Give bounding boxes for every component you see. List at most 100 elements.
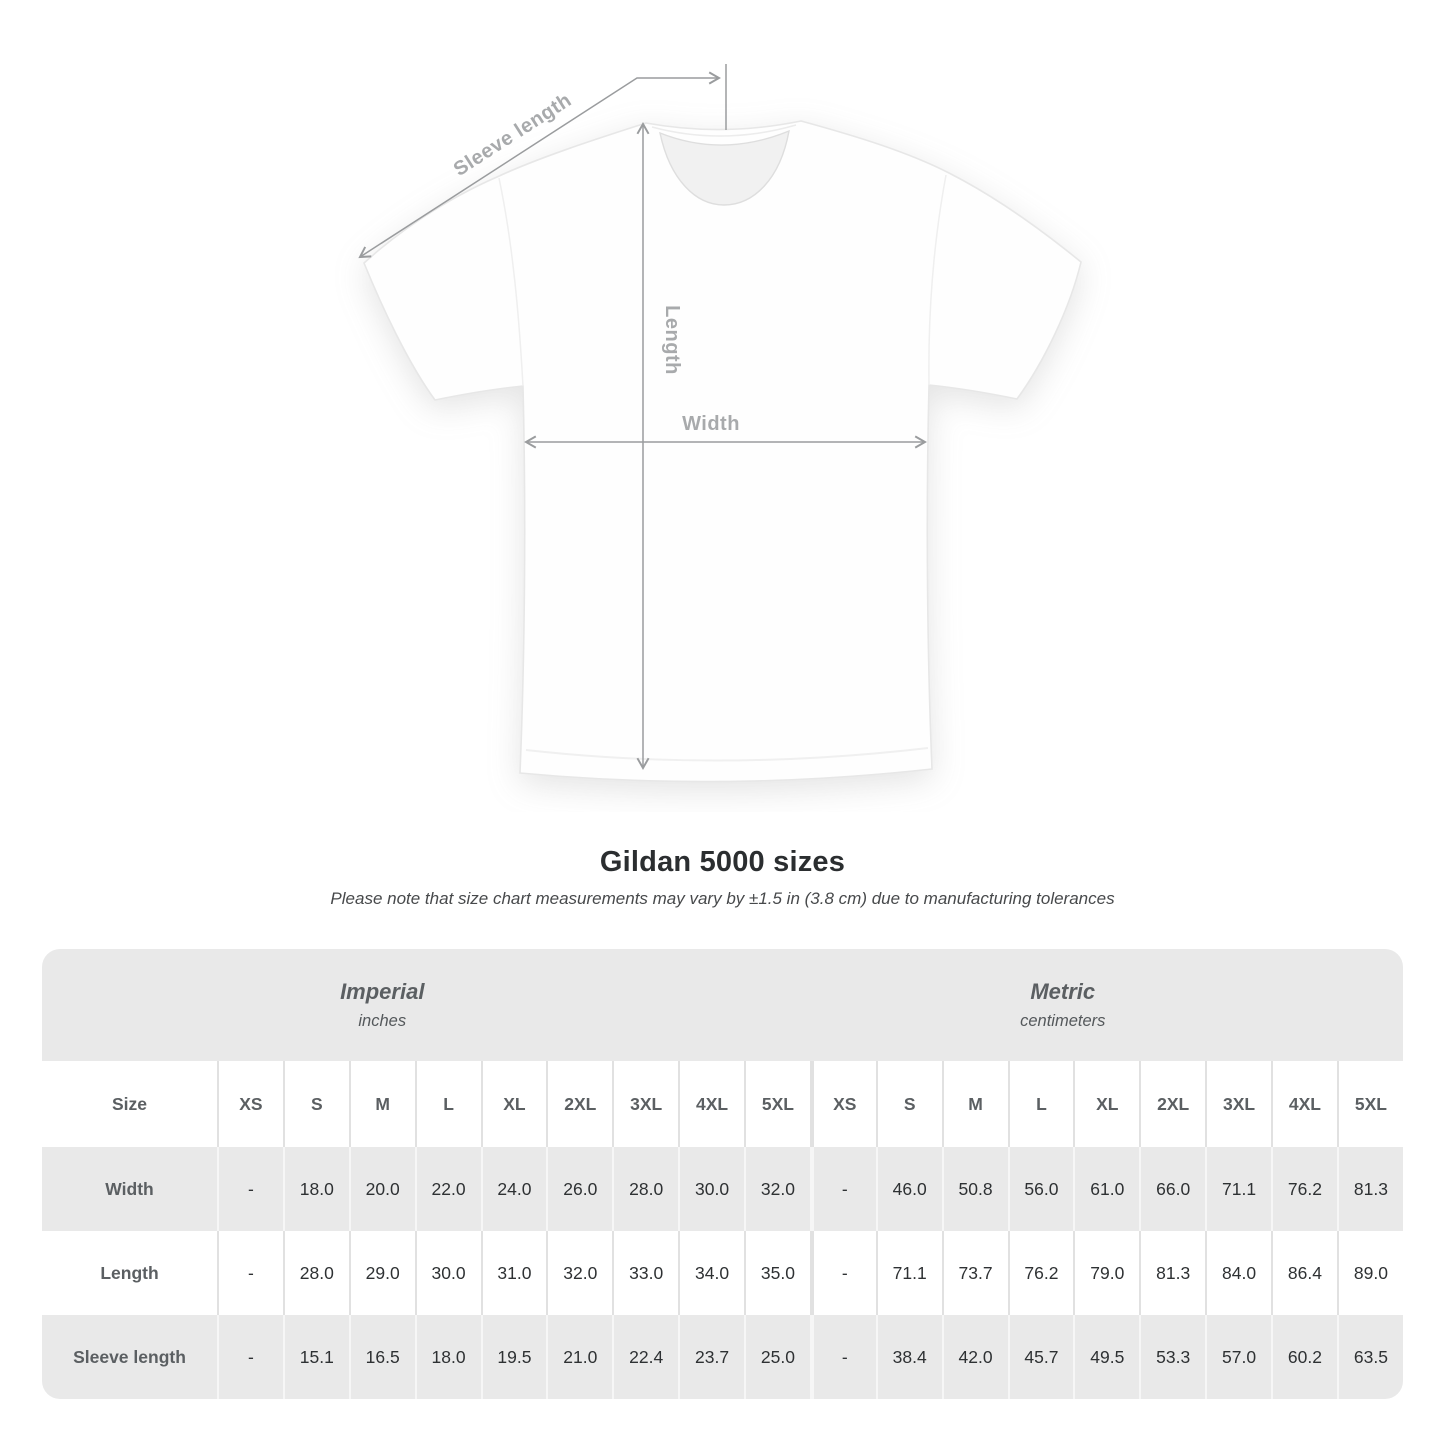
row-label: Width xyxy=(42,1147,217,1231)
value-cell: - xyxy=(809,1315,876,1399)
size-header-cell: 5XL xyxy=(744,1061,810,1147)
value-cell: 46.0 xyxy=(875,1147,942,1231)
value-cell: 15.1 xyxy=(282,1315,349,1399)
value-cell: 76.2 xyxy=(1007,1231,1074,1315)
value-cell: 63.5 xyxy=(1336,1315,1403,1399)
size-header-cell: M xyxy=(941,1061,1008,1147)
value-cell: 16.5 xyxy=(348,1315,415,1399)
size-header-cell: S xyxy=(282,1061,349,1147)
value-cell: 35.0 xyxy=(744,1231,810,1315)
value-cell: - xyxy=(217,1231,283,1315)
hem-stitch xyxy=(525,747,929,762)
tshirt-body xyxy=(363,120,1082,783)
value-cell: 79.0 xyxy=(1073,1231,1140,1315)
value-cell: 22.4 xyxy=(612,1315,679,1399)
size-header-cell: 4XL xyxy=(1271,1061,1337,1147)
imperial-unit: inches xyxy=(358,1012,407,1030)
value-cell: 23.7 xyxy=(678,1315,744,1399)
value-cell: 86.4 xyxy=(1271,1231,1337,1315)
row-label: Sleeve length xyxy=(42,1315,217,1399)
value-cell: 49.5 xyxy=(1073,1315,1140,1399)
value-cell: 66.0 xyxy=(1139,1147,1206,1231)
size-table: Size XS S M L XL 2XL 3XL 4XL 5XL XS S M … xyxy=(42,1061,1403,1399)
value-cell: 61.0 xyxy=(1073,1147,1140,1231)
size-header-cell: XS xyxy=(217,1061,283,1147)
value-cell: 29.0 xyxy=(348,1231,415,1315)
metric-unit: centimeters xyxy=(1020,1012,1106,1030)
unit-system-band: Imperial inches Metric centimeters xyxy=(42,949,1403,1061)
value-cell: 32.0 xyxy=(546,1231,613,1315)
size-table-card: Imperial inches Metric centimeters Size … xyxy=(42,949,1403,1399)
value-cell: 34.0 xyxy=(678,1231,744,1315)
tshirt-illustration xyxy=(363,120,1082,783)
size-header-cell: XS xyxy=(809,1061,876,1147)
width-row: Width - 18.0 20.0 22.0 24.0 26.0 28.0 30… xyxy=(42,1147,1403,1231)
size-header-cell: 5XL xyxy=(1336,1061,1403,1147)
value-cell: 24.0 xyxy=(480,1147,547,1231)
value-cell: 53.3 xyxy=(1139,1315,1206,1399)
sleeve-length-arrow xyxy=(358,71,721,259)
value-cell: 45.7 xyxy=(1007,1315,1074,1399)
value-cell: 42.0 xyxy=(941,1315,1008,1399)
length-row: Length - 28.0 29.0 30.0 31.0 32.0 33.0 3… xyxy=(42,1231,1403,1315)
value-cell: 30.0 xyxy=(414,1231,481,1315)
size-header-cell: 3XL xyxy=(612,1061,679,1147)
value-cell: 25.0 xyxy=(744,1315,810,1399)
size-header-cell: 2XL xyxy=(546,1061,613,1147)
value-cell: - xyxy=(217,1315,283,1399)
value-cell: 81.3 xyxy=(1139,1231,1206,1315)
value-cell: 28.0 xyxy=(282,1231,349,1315)
row-label: Length xyxy=(42,1231,217,1315)
page-title: Gildan 5000 sizes xyxy=(599,846,846,878)
value-cell: 71.1 xyxy=(1205,1147,1271,1231)
tshirt-measurement-diagram: Sleeve length Length Width xyxy=(358,64,1082,783)
size-header-row: Size XS S M L XL 2XL 3XL 4XL 5XL XS S M … xyxy=(42,1061,1403,1147)
right-sleeve-seam xyxy=(928,174,947,386)
value-cell: 81.3 xyxy=(1336,1147,1403,1231)
size-header-cell: 4XL xyxy=(678,1061,744,1147)
size-header-cell: S xyxy=(875,1061,942,1147)
value-cell: 22.0 xyxy=(414,1147,481,1231)
value-cell: 73.7 xyxy=(941,1231,1008,1315)
value-cell: 38.4 xyxy=(875,1315,942,1399)
value-cell: 76.2 xyxy=(1271,1147,1337,1231)
size-header-cell: XL xyxy=(480,1061,547,1147)
metric-title: Metric xyxy=(1030,979,1096,1004)
tshirt-diagram-svg: Sleeve length Length Width xyxy=(358,64,1082,783)
size-header-cell: 3XL xyxy=(1205,1061,1271,1147)
width-label: Width xyxy=(682,413,740,435)
value-cell: - xyxy=(809,1231,876,1315)
value-cell: - xyxy=(217,1147,283,1231)
imperial-section-header: Imperial inches xyxy=(42,949,723,1061)
value-cell: 21.0 xyxy=(546,1315,613,1399)
value-cell: 89.0 xyxy=(1336,1231,1403,1315)
sleeve-length-row: Sleeve length - 15.1 16.5 18.0 19.5 21.0… xyxy=(42,1315,1403,1399)
size-header-cell: M xyxy=(348,1061,415,1147)
metric-section-header: Metric centimeters xyxy=(723,949,1404,1061)
size-column-header: Size xyxy=(42,1061,217,1147)
size-header-cell: L xyxy=(1007,1061,1074,1147)
value-cell: 18.0 xyxy=(414,1315,481,1399)
size-header-cell: 2XL xyxy=(1139,1061,1206,1147)
value-cell: 71.1 xyxy=(875,1231,942,1315)
value-cell: 31.0 xyxy=(480,1231,547,1315)
value-cell: - xyxy=(809,1147,876,1231)
value-cell: 28.0 xyxy=(612,1147,679,1231)
value-cell: 57.0 xyxy=(1205,1315,1271,1399)
length-label: Length xyxy=(661,305,683,375)
value-cell: 33.0 xyxy=(612,1231,679,1315)
value-cell: 20.0 xyxy=(348,1147,415,1231)
value-cell: 60.2 xyxy=(1271,1315,1337,1399)
value-cell: 30.0 xyxy=(678,1147,744,1231)
value-cell: 84.0 xyxy=(1205,1231,1271,1315)
size-header-cell: L xyxy=(414,1061,481,1147)
value-cell: 32.0 xyxy=(744,1147,810,1231)
value-cell: 19.5 xyxy=(480,1315,547,1399)
imperial-title: Imperial xyxy=(340,979,425,1004)
value-cell: 56.0 xyxy=(1007,1147,1074,1231)
value-cell: 26.0 xyxy=(546,1147,613,1231)
value-cell: 18.0 xyxy=(282,1147,349,1231)
size-header-cell: XL xyxy=(1073,1061,1140,1147)
value-cell: 50.8 xyxy=(941,1147,1008,1231)
